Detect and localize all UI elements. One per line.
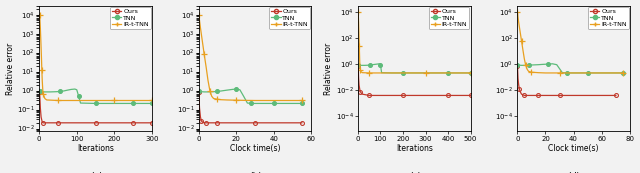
Text: (b): (b): [248, 172, 262, 173]
X-axis label: Iterations: Iterations: [396, 144, 433, 153]
Text: (a): (a): [89, 172, 102, 173]
X-axis label: Iterations: Iterations: [77, 144, 114, 153]
X-axis label: Clock time(s): Clock time(s): [548, 144, 599, 153]
Legend: Ours, TNN, IR-t-TNN: Ours, TNN, IR-t-TNN: [429, 7, 469, 29]
Legend: Ours, TNN, IR-t-TNN: Ours, TNN, IR-t-TNN: [110, 7, 150, 29]
Y-axis label: Relative error: Relative error: [324, 42, 333, 95]
Text: (d): (d): [567, 172, 580, 173]
Y-axis label: Relative error: Relative error: [6, 42, 15, 95]
Legend: Ours, TNN, IR-t-TNN: Ours, TNN, IR-t-TNN: [588, 7, 628, 29]
Text: (c): (c): [408, 172, 420, 173]
Legend: Ours, TNN, IR-t-TNN: Ours, TNN, IR-t-TNN: [269, 7, 310, 29]
X-axis label: Clock time(s): Clock time(s): [230, 144, 280, 153]
